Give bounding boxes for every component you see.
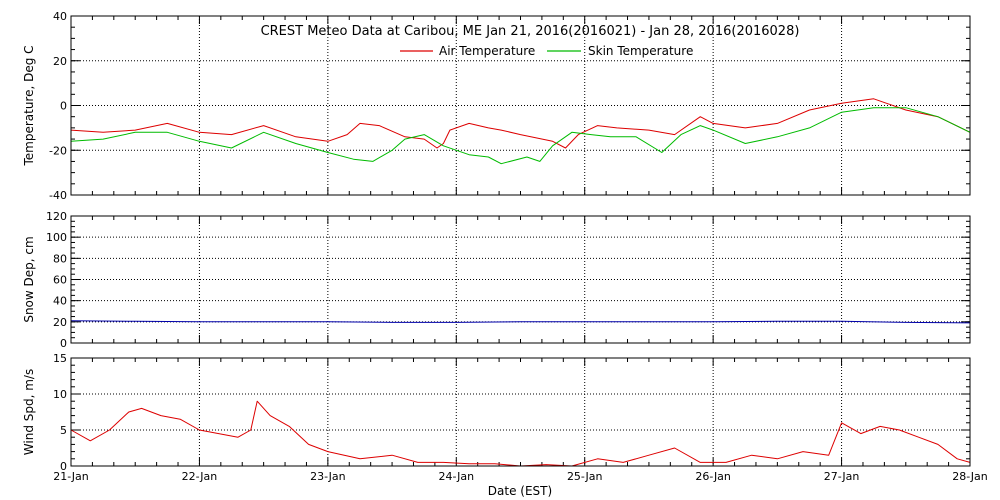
x-axis-label: Date (EST)	[488, 484, 552, 498]
y-tick-label: 80	[53, 252, 67, 265]
x-tick-label: 23-Jan	[310, 470, 346, 483]
y-tick-label: 60	[53, 274, 67, 287]
y-tick-label: 0	[60, 100, 67, 113]
temperature-panel: -40 -20 0 20 40 Temperature, Deg C	[22, 10, 971, 202]
y-tick-label: 100	[46, 231, 67, 244]
y-tick-label: -40	[49, 189, 67, 202]
x-axis-tick-labels: 21-Jan 22-Jan 23-Jan 24-Jan 25-Jan 26-Jan 27-J…	[53, 470, 988, 483]
y-axis-label: Temperature, Deg C	[22, 45, 36, 166]
snow-depth-panel: 0 20 40 60 80 100 120 Snow Dep, cm	[22, 210, 971, 350]
y-tick-label: 0	[60, 460, 67, 473]
y-axis-label: Wind Spd, m/s	[22, 369, 36, 455]
y-tick-label: 120	[46, 210, 67, 223]
y-tick-label: 10	[53, 388, 67, 401]
y-tick-label: 0	[60, 337, 67, 350]
x-tick-label: 25-Jan	[567, 470, 603, 483]
series-line-0-0	[70, 98, 971, 149]
y-tick-label: 5	[60, 424, 67, 437]
plot-frame	[70, 215, 971, 344]
plot-frame	[70, 15, 971, 196]
y-tick-label: 40	[53, 295, 67, 308]
y-tick-label: 20	[53, 55, 67, 68]
y-tick-label: -20	[49, 144, 67, 157]
y-tick-label: 40	[53, 10, 67, 23]
series-line-1-0	[70, 320, 971, 324]
legend-skin-label: Skin Temperature	[588, 44, 693, 58]
temperature-legend: Air Temperature Skin Temperature	[400, 44, 693, 58]
x-tick-label: 24-Jan	[439, 470, 475, 483]
y-axis-label: Snow Dep, cm	[22, 236, 36, 322]
wind-speed-panel: 0 5 10 15 Wind Spd, m/s	[22, 352, 971, 473]
plot-frame	[70, 357, 971, 467]
chart-title: CREST Meteo Data at Caribou, ME Jan 21, …	[261, 24, 800, 39]
x-tick-label: 27-Jan	[824, 470, 860, 483]
x-tick-label: 21-Jan	[53, 470, 89, 483]
y-tick-label: 20	[53, 316, 67, 329]
series-line-2-0	[70, 400, 971, 467]
series-line-0-1	[70, 107, 971, 165]
x-tick-label: 28-Jan	[952, 470, 988, 483]
x-tick-label: 26-Jan	[695, 470, 731, 483]
x-tick-label: 22-Jan	[182, 470, 218, 483]
legend-air-label: Air Temperature	[439, 44, 535, 58]
y-tick-label: 15	[53, 352, 67, 365]
